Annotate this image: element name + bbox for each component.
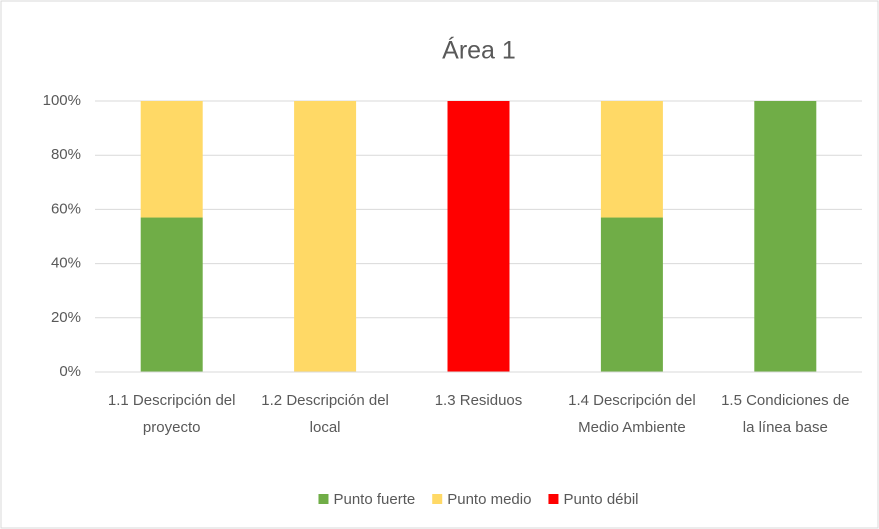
- legend-label: Punto medio: [447, 491, 531, 508]
- legend-label: Punto débil: [563, 491, 638, 508]
- y-tick-label: 80%: [51, 146, 81, 163]
- bar-segment: [600, 217, 663, 372]
- bar-segment: [140, 101, 203, 218]
- bar-segment: [140, 217, 203, 372]
- x-tick-label: 1.1 Descripción del proyecto: [108, 392, 236, 436]
- chart-title: Área 1: [442, 36, 516, 65]
- x-tick-label: 1.3 Residuos: [435, 392, 523, 409]
- y-tick-label: 20%: [51, 309, 81, 326]
- legend-swatch: [548, 494, 559, 504]
- x-tick-label: 1.2 Descripción del local: [261, 392, 389, 436]
- bar-segment: [754, 101, 817, 372]
- legend-swatch: [432, 494, 443, 504]
- x-tick-label: 1.5 Condiciones de la línea base: [721, 392, 849, 436]
- y-tick-label: 40%: [51, 255, 81, 272]
- y-tick-label: 60%: [51, 200, 81, 217]
- bar-segment: [447, 101, 510, 372]
- bar-segment: [600, 101, 663, 218]
- y-tick-label: 0%: [59, 363, 81, 380]
- x-tick-label: 1.4 Descripción del Medio Ambiente: [568, 392, 696, 436]
- y-tick-label: 100%: [43, 92, 81, 109]
- legend-swatch: [318, 494, 329, 504]
- legend-label: Punto fuerte: [333, 491, 415, 508]
- bar-segment: [294, 101, 357, 372]
